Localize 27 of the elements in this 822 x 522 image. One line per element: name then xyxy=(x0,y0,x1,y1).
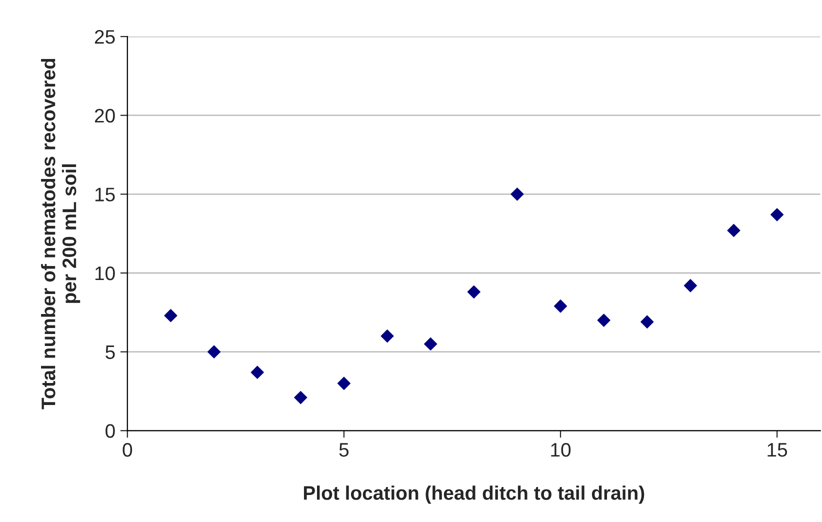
point xyxy=(510,188,524,201)
y-axis-title: Total number of nematodes recovered per 200 mL soil xyxy=(41,58,80,410)
point xyxy=(727,224,740,238)
point xyxy=(554,300,568,313)
y-tick-label: 15 xyxy=(95,188,115,202)
point xyxy=(424,337,438,351)
x-tick-label: 5 xyxy=(339,443,349,457)
x-tick-label: 0 xyxy=(122,442,132,457)
y-tick-label: 20 xyxy=(94,108,115,123)
point xyxy=(597,314,610,327)
point xyxy=(250,366,264,379)
point xyxy=(640,315,654,328)
y-tick-label: 0 xyxy=(106,424,115,438)
y-tick-label: 5 xyxy=(106,345,115,360)
x-tick-label: 15 xyxy=(768,443,788,457)
x-tick-label: 10 xyxy=(551,442,571,457)
point xyxy=(294,390,308,404)
x-axis-title: Plot location (head ditch to tail drain) xyxy=(304,486,644,504)
point xyxy=(380,330,394,343)
point xyxy=(684,279,697,292)
point xyxy=(467,285,480,298)
point xyxy=(770,208,784,222)
point xyxy=(164,309,178,322)
point xyxy=(207,345,221,358)
y-tick-label: 25 xyxy=(94,30,115,44)
y-tick-label: 10 xyxy=(95,266,115,280)
point xyxy=(337,376,351,390)
